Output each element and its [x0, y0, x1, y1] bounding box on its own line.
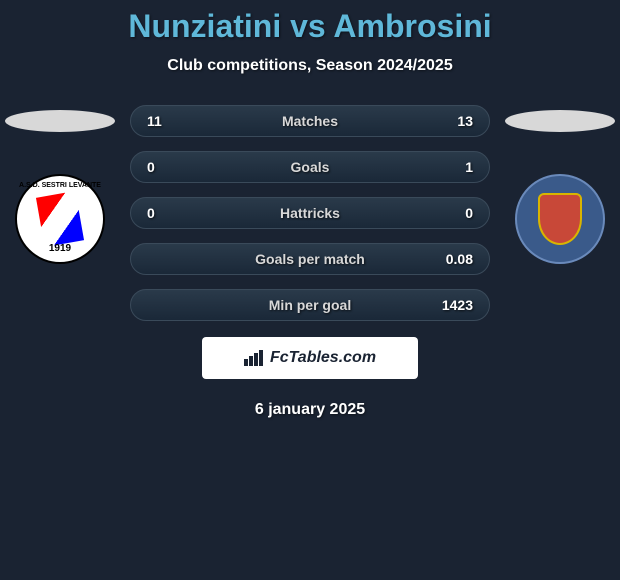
stat-row-goals: 0 Goals 1	[130, 151, 490, 183]
subtitle: Club competitions, Season 2024/2025	[0, 57, 620, 75]
stat-mpg-label: Min per goal	[269, 297, 351, 313]
player-left-ellipse	[5, 110, 115, 132]
stat-row-mpg: Min per goal 1423	[130, 289, 490, 321]
team-left-badge: A.S.D. SESTRI LEVANTE 1919	[15, 174, 105, 264]
badge-left-text: A.S.D. SESTRI LEVANTE	[19, 182, 101, 189]
fctables-logo: FcTables.com	[202, 337, 418, 379]
stat-row-matches: 11 Matches 13	[130, 105, 490, 137]
chart-icon	[244, 350, 264, 366]
stat-hattricks-left: 0	[147, 205, 155, 221]
stat-goals-label: Goals	[291, 159, 330, 175]
date-text: 6 january 2025	[0, 401, 620, 419]
stat-hattricks-right: 0	[465, 205, 473, 221]
badge-right-shield	[538, 193, 582, 245]
stat-matches-label: Matches	[282, 113, 338, 129]
stat-hattricks-label: Hattricks	[280, 205, 340, 221]
stat-gpm-right: 0.08	[446, 251, 473, 267]
stat-row-hattricks: 0 Hattricks 0	[130, 197, 490, 229]
badge-left-flag	[36, 191, 84, 247]
player-right-ellipse	[505, 110, 615, 132]
stat-matches-left: 11	[147, 113, 162, 129]
stat-mpg-right: 1423	[442, 297, 473, 313]
player-left-column: A.S.D. SESTRI LEVANTE 1919	[5, 105, 115, 264]
logo-text: FcTables.com	[270, 349, 376, 367]
content-area: A.S.D. SESTRI LEVANTE 1919 11 Matches 13…	[0, 105, 620, 419]
badge-left-year: 1919	[49, 243, 71, 254]
team-right-badge	[515, 174, 605, 264]
stat-goals-left: 0	[147, 159, 155, 175]
stat-gpm-label: Goals per match	[255, 251, 365, 267]
page-title: Nunziatini vs Ambrosini	[0, 0, 620, 45]
stat-goals-right: 1	[465, 159, 473, 175]
player-right-column	[505, 105, 615, 264]
stat-matches-right: 13	[457, 113, 473, 129]
stat-row-gpm: Goals per match 0.08	[130, 243, 490, 275]
stats-container: 11 Matches 13 0 Goals 1 0 Hattricks 0 Go…	[130, 105, 490, 321]
